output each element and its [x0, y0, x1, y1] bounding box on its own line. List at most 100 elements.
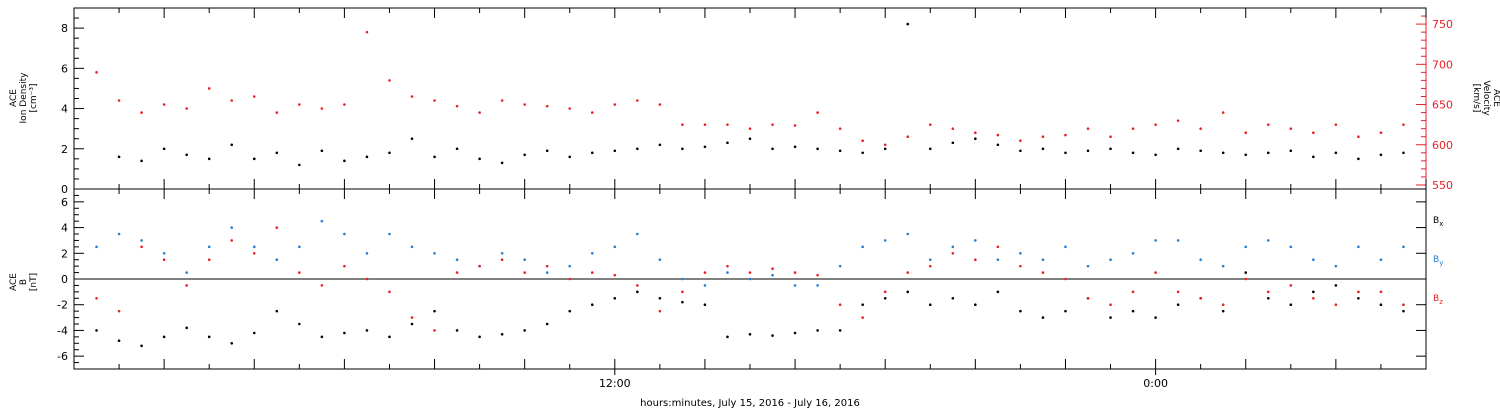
density-point — [726, 141, 729, 145]
b-x-point — [365, 329, 369, 332]
velocity-point — [298, 103, 301, 106]
velocity-point — [1176, 119, 1180, 122]
b-z-point — [590, 271, 594, 274]
b-x-point — [410, 322, 414, 326]
b-z-point — [388, 290, 391, 294]
density-point — [861, 151, 864, 155]
density-point — [771, 147, 774, 151]
b-z-point — [365, 277, 369, 281]
density-point — [117, 155, 121, 159]
velocity-point — [365, 30, 369, 34]
density-point — [838, 149, 842, 153]
b-z-point — [568, 277, 572, 281]
b-x-point — [162, 335, 166, 339]
velocity-point — [95, 71, 98, 74]
b-x-point — [1064, 309, 1067, 313]
b-z-point — [207, 258, 211, 262]
density-point — [1221, 151, 1225, 155]
b-ytick-label: 0 — [61, 273, 68, 286]
density-point — [1199, 149, 1202, 153]
b-z-point — [95, 296, 98, 300]
b-z-point — [1064, 277, 1067, 281]
velocity-point — [1131, 127, 1135, 130]
b-x-point — [883, 296, 887, 300]
velocity-ytick-label: 550 — [1432, 179, 1453, 192]
b-z-point — [1176, 290, 1180, 294]
b-x-point — [928, 303, 932, 307]
velocity-point — [951, 127, 955, 130]
b-x-point — [1131, 309, 1135, 313]
x-axis-title: hours:minutes, July 15, 2016 - July 16, … — [640, 398, 860, 409]
velocity-ytick-label: 700 — [1432, 58, 1453, 71]
b-x-point — [838, 329, 842, 332]
velocity-point — [568, 107, 572, 110]
velocity-point — [343, 103, 346, 106]
velocity-point — [1312, 131, 1315, 134]
b-z-point — [230, 239, 234, 242]
b-y-point — [1199, 258, 1202, 262]
velocity-ytick-label: 650 — [1432, 99, 1453, 112]
velocity-point — [928, 123, 932, 126]
b-x-point — [568, 309, 572, 313]
velocity-point — [996, 133, 1000, 137]
b-x-point — [388, 335, 391, 339]
velocity-point — [748, 127, 752, 130]
b-y-point — [1154, 239, 1157, 242]
b-y-point — [613, 245, 617, 249]
b-y-point — [906, 232, 910, 236]
density-point — [1379, 153, 1383, 157]
b-y-point — [726, 271, 729, 274]
velocity-point — [320, 107, 324, 110]
velocity-point — [703, 123, 707, 126]
b-z-point — [1221, 303, 1225, 307]
b-y-point — [275, 258, 279, 262]
b-ytick-label: -6 — [57, 350, 68, 363]
b-y-point — [433, 251, 436, 255]
velocity-point — [117, 99, 121, 102]
b-x-point — [523, 329, 526, 332]
b-z-point — [1379, 290, 1383, 294]
velocity-point — [658, 103, 662, 106]
b-z-point — [636, 284, 639, 287]
velocity-point — [455, 104, 459, 108]
b-z-point — [117, 309, 121, 313]
velocity-point — [1334, 123, 1338, 126]
velocity-point — [388, 79, 391, 82]
density-point — [613, 149, 617, 153]
b-z-point — [1266, 290, 1270, 294]
b-y-point — [1402, 245, 1405, 249]
velocity-point — [1266, 123, 1270, 126]
b-z-point — [1086, 296, 1090, 300]
b-z-point — [974, 258, 977, 262]
b-z-point — [1289, 284, 1293, 287]
b-y-point — [1379, 258, 1383, 262]
velocity-point — [771, 123, 774, 126]
b-x-point — [1379, 303, 1383, 307]
velocity-point — [883, 143, 887, 147]
b-y-point — [343, 232, 346, 236]
b-ylabel-line: B — [19, 279, 29, 285]
density-point — [1154, 153, 1157, 157]
b-z-point — [140, 245, 143, 249]
b-y-point — [703, 284, 707, 287]
b-z-point — [455, 271, 459, 274]
b-x-point — [117, 339, 121, 343]
velocity-point — [1379, 131, 1383, 134]
b-y-point — [838, 264, 842, 268]
b-z-point — [771, 267, 774, 271]
b-y-point — [140, 239, 143, 242]
b-x-point — [545, 322, 549, 326]
b-y-point — [1266, 239, 1270, 242]
b-x-point — [1334, 284, 1338, 287]
b-z-point — [793, 271, 797, 274]
b-y-point — [883, 239, 887, 242]
b-x-point — [861, 303, 864, 307]
b-ytick-label: 4 — [61, 222, 68, 235]
b-y-point — [252, 245, 256, 249]
b-y-point — [974, 239, 977, 242]
b-x-point — [433, 309, 436, 313]
b-x-point — [703, 303, 707, 307]
b-z-point — [1041, 271, 1045, 274]
b-y-point — [1041, 258, 1045, 262]
